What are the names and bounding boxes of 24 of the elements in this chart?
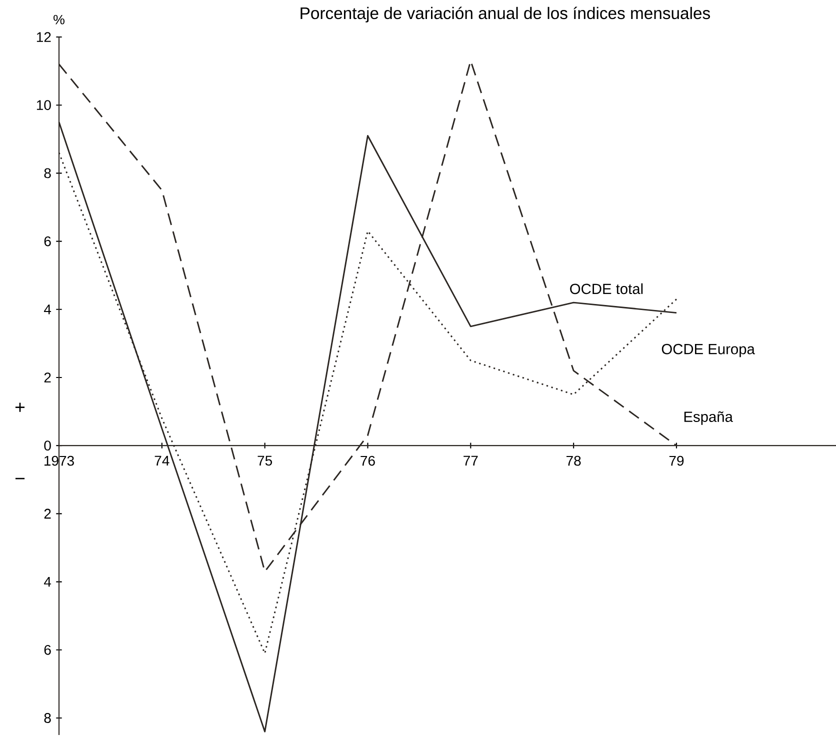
text: −	[15, 478, 25, 480]
y-tick-label: 2	[44, 372, 51, 382]
x-tick-label: 76	[360, 456, 375, 466]
x-tick-label: 79	[669, 456, 684, 466]
y-tick-label: 4	[44, 304, 52, 314]
y-tick-label: 0	[44, 440, 51, 451]
series-label: OCDE total	[570, 283, 643, 294]
y-tick-label: 12	[36, 32, 51, 42]
y-axis-title: %	[54, 14, 64, 24]
x-tick-label: 78	[566, 456, 581, 466]
series-label: España	[684, 411, 733, 425]
y-tick-label: 10	[36, 100, 51, 110]
y-tick-label: 2	[44, 508, 51, 519]
y-tick-label: 6	[44, 644, 51, 655]
x-tick-label: 74	[154, 456, 170, 466]
y-tick-label: 4	[44, 576, 52, 587]
chart-title: Porcentaje de variación anual de los índices mensuales	[300, 6, 710, 22]
x-tick-label: 75	[258, 456, 272, 466]
y-tick-label: 8	[44, 713, 51, 723]
x-tick-label: 77	[464, 456, 478, 466]
text: +	[15, 402, 25, 412]
y-tick-label: 6	[44, 236, 51, 246]
y-tick-label: 8	[44, 168, 51, 178]
series-label: OCDE Europa	[662, 344, 755, 358]
